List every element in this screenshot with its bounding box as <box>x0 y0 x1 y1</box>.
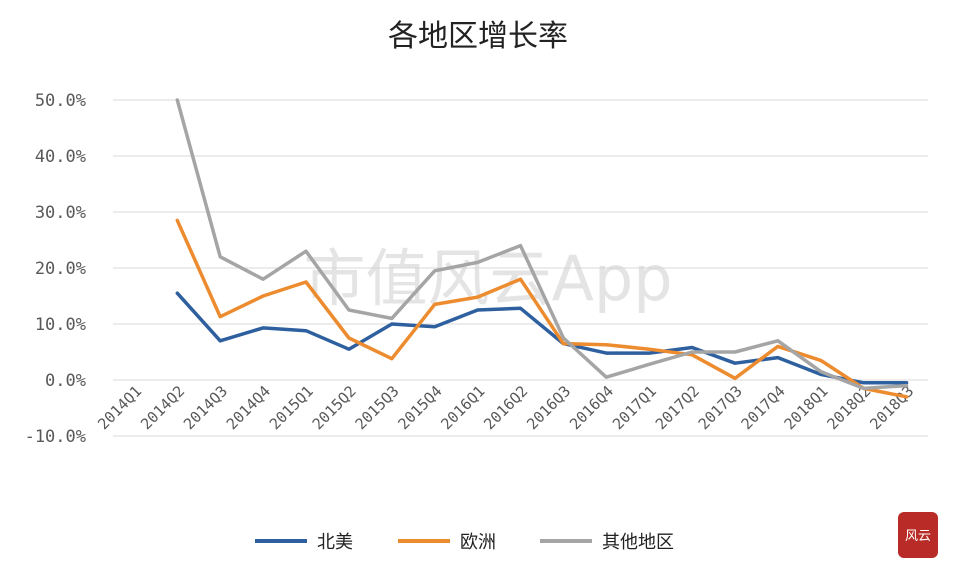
chart-title: 各地区增长率 <box>388 19 568 54</box>
legend-label: 其他地区 <box>602 532 674 553</box>
x-tick-label: 2017Q1 <box>609 382 660 433</box>
y-tick-label: 30.0% <box>35 203 86 223</box>
y-tick-label: 20.0% <box>35 259 86 279</box>
x-tick-label: 2017Q4 <box>738 382 789 433</box>
series-line-1 <box>175 218 909 399</box>
y-tick-label: 10.0% <box>35 315 86 335</box>
x-tick-label: 2015Q3 <box>352 382 403 433</box>
x-tick-label: 2014Q4 <box>223 382 274 433</box>
seal-text: 风云 <box>905 529 931 544</box>
x-tick-label: 2016Q1 <box>437 382 488 433</box>
legend-label: 欧洲 <box>460 532 496 553</box>
x-tick-label: 2016Q4 <box>566 382 617 433</box>
x-tick-label: 2016Q3 <box>523 382 574 433</box>
x-tick-label: 2016Q2 <box>480 382 531 433</box>
y-tick-label: 40.0% <box>35 147 86 167</box>
x-tick-label: 2018Q1 <box>781 382 832 433</box>
x-tick-label: 2017Q2 <box>652 382 703 433</box>
y-tick-label: 50.0% <box>35 91 86 111</box>
legend-label: 北美 <box>317 532 353 553</box>
x-tick-label: 2014Q3 <box>180 382 231 433</box>
series-line-2 <box>175 98 909 391</box>
series-line-0 <box>175 291 909 385</box>
x-tick-label: 2015Q1 <box>266 382 317 433</box>
legend: 北美 欧洲 其他地区 <box>255 532 674 553</box>
gridlines <box>113 99 928 437</box>
series-lines <box>175 98 909 399</box>
y-axis-ticks: 50.0% 40.0% 30.0% 20.0% 10.0% 0.0% -10.0% <box>25 91 86 447</box>
x-tick-label: 2014Q2 <box>137 382 188 433</box>
y-tick-label: -10.0% <box>25 427 86 447</box>
x-axis-ticks: 2014Q12014Q22014Q32014Q42015Q12015Q22015… <box>94 382 917 433</box>
x-tick-label: 2014Q1 <box>94 382 145 433</box>
x-tick-label: 2015Q4 <box>394 382 445 433</box>
seal-logo: 风云 <box>898 512 938 558</box>
watermark-text: 市值风云App <box>303 242 672 315</box>
x-tick-label: 2015Q2 <box>309 382 360 433</box>
x-tick-label: 2017Q3 <box>695 382 746 433</box>
y-tick-label: 0.0% <box>45 371 86 391</box>
